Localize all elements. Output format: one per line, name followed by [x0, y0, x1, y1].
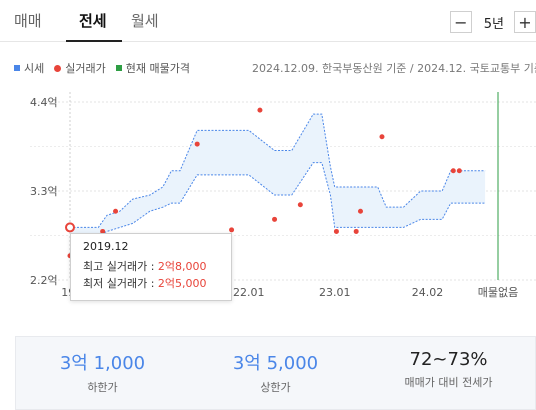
- stat-value: 3억 1,000: [59, 353, 146, 374]
- deal-type-tabs: 매매 전세 월세 − 5년 +: [0, 0, 536, 42]
- transaction-point: [257, 107, 263, 113]
- transaction-point: [113, 208, 119, 214]
- legend-item-market-price: 시세: [14, 60, 44, 76]
- period-decrease-button[interactable]: −: [449, 11, 472, 33]
- tooltip-max-row: 최고 실거래가 : 2억8,000: [83, 258, 219, 275]
- y-tick-label: 4.4억: [30, 96, 58, 109]
- x-tick-label: 22.01: [233, 286, 265, 299]
- tab-monthly-rent[interactable]: 월세: [131, 12, 159, 30]
- y-tick-label: 2.2억: [30, 274, 58, 287]
- legend-square-icon: [14, 65, 20, 71]
- stat-value: 3억 5,000: [232, 353, 319, 374]
- lower-price-line: [70, 162, 486, 236]
- period-stepper: − 5년 +: [449, 10, 536, 34]
- transaction-point: [194, 141, 200, 147]
- tooltip-min-value: 2억5,000: [157, 277, 207, 290]
- tab-jeonse[interactable]: 전세: [79, 12, 107, 30]
- x-tick-label: 매물없음: [478, 286, 518, 299]
- stat-lower-price: 3억 1,000 하한가: [16, 349, 189, 395]
- transaction-point: [272, 216, 278, 222]
- data-source-note: 2024.12.09. 한국부동산원 기준 / 2024.12. 국토교통부 기…: [252, 62, 536, 75]
- transaction-point: [379, 134, 385, 140]
- legend-label: 실거래가: [65, 62, 106, 75]
- y-tick-label: 3.3억: [30, 185, 58, 198]
- transaction-point: [297, 202, 303, 208]
- tooltip-date: 2019.12: [83, 240, 129, 253]
- tooltip-min-row: 최저 실거래가 : 2억5,000: [83, 275, 219, 292]
- period-increase-button[interactable]: +: [514, 11, 536, 33]
- transaction-point: [100, 228, 106, 234]
- legend-item-transaction: 실거래가: [54, 60, 106, 76]
- x-tick-label: 24.02: [412, 286, 444, 299]
- period-value: 5년: [483, 16, 504, 32]
- tooltip-max-value: 2억8,000: [157, 260, 207, 273]
- transaction-point: [456, 168, 462, 174]
- transaction-point: [357, 208, 363, 214]
- legend-item-current-listing: 현재 매물가격: [115, 60, 190, 76]
- transaction-point-selected: [65, 222, 75, 233]
- legend-square-icon: [115, 65, 122, 71]
- tab-sale[interactable]: 매매: [14, 12, 42, 30]
- legend-dot-icon: [54, 64, 62, 72]
- transaction-point: [353, 228, 359, 234]
- stat-label: 하한가: [87, 381, 118, 394]
- active-tab-indicator: [66, 40, 122, 42]
- stat-label: 상한가: [260, 381, 291, 394]
- stat-label: 매매가 대비 전세가: [404, 376, 493, 389]
- transaction-point: [450, 168, 456, 174]
- legend-label: 현재 매물가격: [125, 62, 190, 75]
- stat-upper-price: 3억 5,000 상한가: [189, 349, 362, 395]
- upper-price-line: [70, 113, 486, 228]
- transaction-point: [333, 228, 339, 234]
- price-band: [70, 114, 486, 236]
- x-tick-label: 23.01: [319, 286, 351, 299]
- tooltip-min-label: 최저 실거래가 :: [83, 277, 158, 290]
- stat-jeonse-ratio: 72~73% 매매가 대비 전세가: [362, 349, 535, 390]
- legend-label: 시세: [24, 62, 45, 75]
- tooltip-max-label: 최고 실거래가 :: [83, 260, 158, 273]
- chart-tooltip: 2019.12 최고 실거래가 : 2억8,000 최저 실거래가 : 2억5,…: [70, 233, 232, 301]
- stat-value: 72~73%: [409, 349, 488, 370]
- transaction-point: [229, 227, 235, 233]
- chart-legend: 시세 실거래가 현재 매물가격: [14, 60, 200, 76]
- price-summary: 3억 1,000 하한가 3억 5,000 상한가 72~73% 매매가 대비 …: [15, 336, 536, 410]
